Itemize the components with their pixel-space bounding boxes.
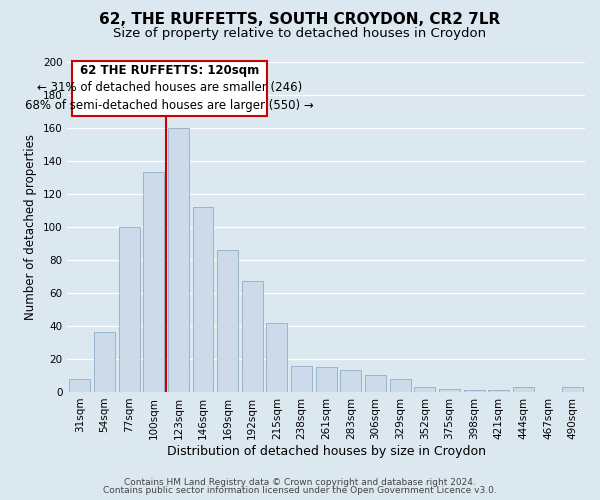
Bar <box>464 390 485 392</box>
Text: Contains HM Land Registry data © Crown copyright and database right 2024.: Contains HM Land Registry data © Crown c… <box>124 478 476 487</box>
Text: 62 THE RUFFETTS: 120sqm: 62 THE RUFFETTS: 120sqm <box>80 64 259 77</box>
FancyBboxPatch shape <box>73 60 267 116</box>
Bar <box>562 387 583 392</box>
Bar <box>291 366 312 392</box>
Bar <box>439 388 460 392</box>
Bar <box>94 332 115 392</box>
Bar <box>193 207 214 392</box>
Text: 68% of semi-detached houses are larger (550) →: 68% of semi-detached houses are larger (… <box>25 99 314 112</box>
Text: 62, THE RUFFETTS, SOUTH CROYDON, CR2 7LR: 62, THE RUFFETTS, SOUTH CROYDON, CR2 7LR <box>100 12 500 28</box>
Bar <box>168 128 189 392</box>
Bar <box>242 282 263 392</box>
Bar <box>488 390 509 392</box>
Bar <box>266 322 287 392</box>
Bar <box>340 370 361 392</box>
Text: Size of property relative to detached houses in Croydon: Size of property relative to detached ho… <box>113 28 487 40</box>
Text: ← 31% of detached houses are smaller (246): ← 31% of detached houses are smaller (24… <box>37 82 302 94</box>
X-axis label: Distribution of detached houses by size in Croydon: Distribution of detached houses by size … <box>167 444 486 458</box>
Bar <box>70 378 90 392</box>
Bar <box>217 250 238 392</box>
Text: Contains public sector information licensed under the Open Government Licence v3: Contains public sector information licen… <box>103 486 497 495</box>
Bar <box>365 376 386 392</box>
Bar <box>389 378 410 392</box>
Y-axis label: Number of detached properties: Number of detached properties <box>25 134 37 320</box>
Bar <box>415 387 435 392</box>
Bar <box>316 367 337 392</box>
Bar <box>119 226 140 392</box>
Bar <box>143 172 164 392</box>
Bar <box>513 387 534 392</box>
